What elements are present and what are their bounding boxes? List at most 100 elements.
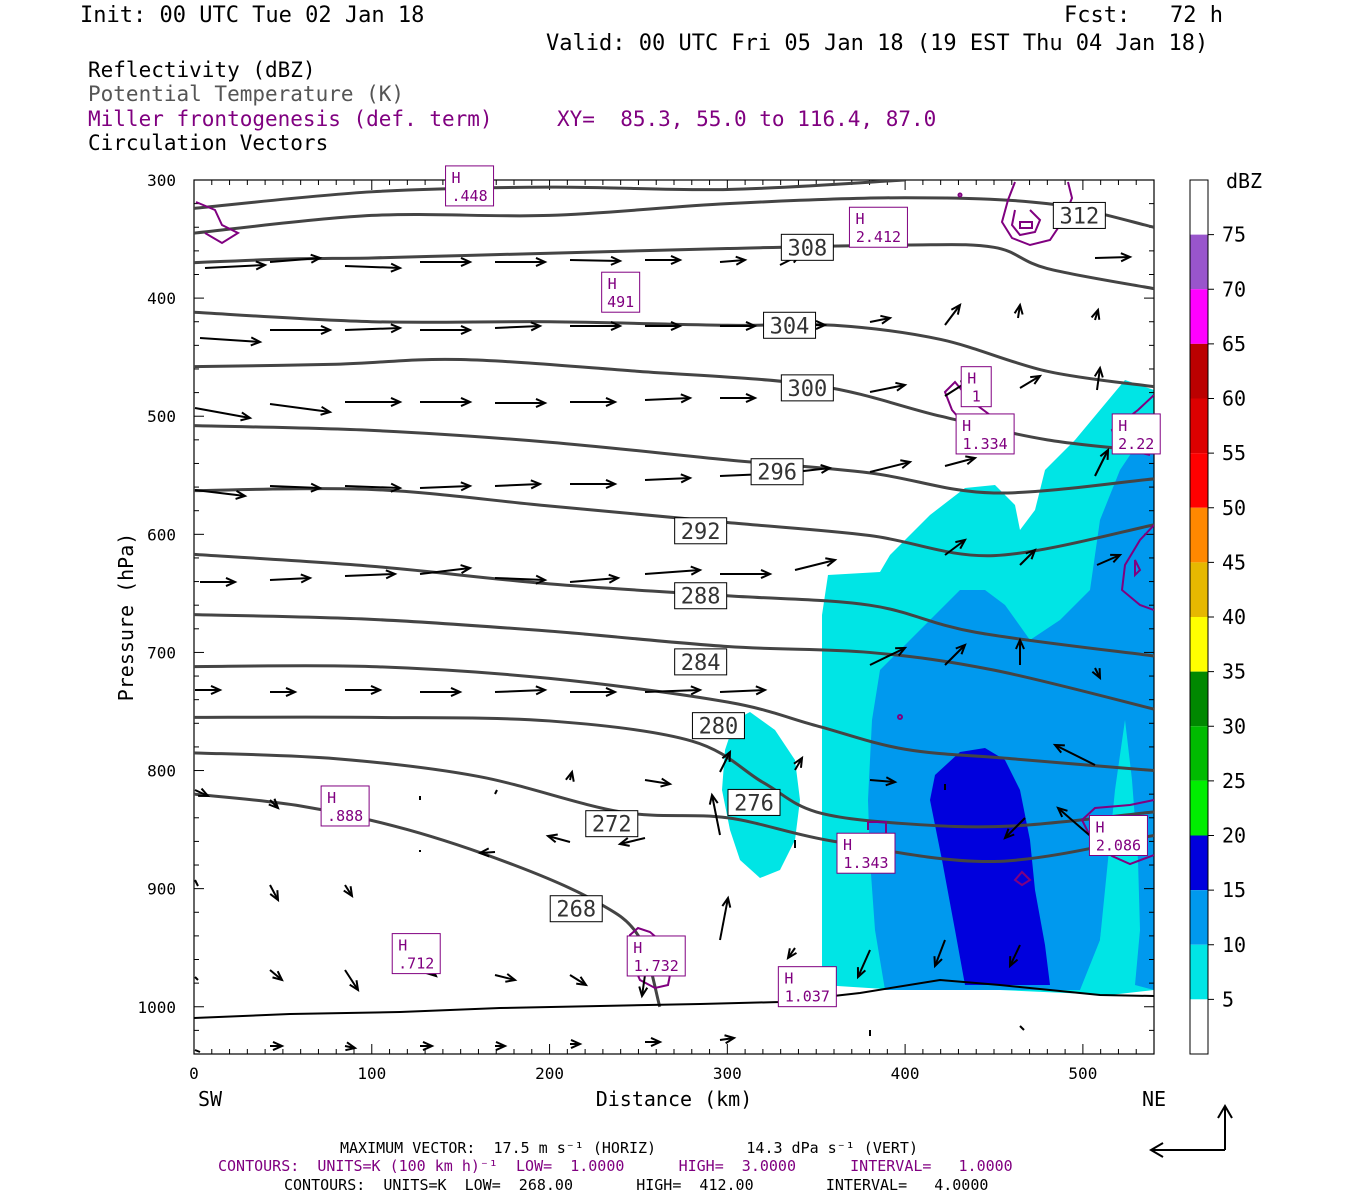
frontogenesis-max-value: 1.343 — [843, 854, 888, 872]
circulation-vector — [269, 969, 283, 981]
colorbar-label: 40 — [1222, 605, 1246, 629]
circulation-vector-head — [1003, 828, 1015, 840]
colorbar-segment — [1190, 234, 1208, 290]
circulation-vector — [1096, 367, 1101, 391]
circulation-vector-head — [745, 321, 758, 331]
circulation-vector-head — [820, 464, 833, 474]
circulation-vector-head — [724, 1034, 737, 1045]
circulation-vector-head — [450, 687, 463, 697]
colorbar-label: 60 — [1222, 387, 1246, 411]
circulation-vector — [869, 461, 911, 473]
circulation-vector — [494, 789, 498, 795]
circulation-vector-head — [535, 685, 548, 696]
reference-vector-icon — [1149, 1104, 1233, 1158]
circulation-vector-head — [793, 755, 804, 768]
circulation-vector — [719, 897, 729, 941]
theta-contour-label: 288 — [681, 585, 721, 610]
y-tick-label: 400 — [147, 289, 176, 308]
x-tick-label: 100 — [357, 1064, 386, 1083]
circulation-vector — [194, 407, 251, 419]
colorbar-segment — [1190, 780, 1208, 836]
legend-frontogenesis: Miller frontogenesis (def. term) — [88, 107, 493, 131]
legend-xy: XY= 85.3, 55.0 to 116.4, 87.0 — [557, 107, 937, 131]
contour-labels: 268272276280284288292296300304308312H.44… — [320, 165, 1161, 1008]
circulation-vector — [711, 794, 721, 836]
circulation-vector — [719, 751, 731, 773]
circulation-vector-head — [900, 459, 913, 469]
circulation-vector-head — [320, 405, 333, 416]
y-tick-label: 800 — [147, 762, 176, 781]
frontogenesis-high-marker: H — [452, 169, 461, 187]
theta-contour-label: 300 — [787, 377, 827, 402]
circulation-vector-head — [735, 255, 748, 266]
axis-ticks — [193, 179, 1155, 1055]
footer-max-vector: MAXIMUM VECTOR: 17.5 m s⁻¹ (HORIZ) 14.3 … — [340, 1139, 918, 1157]
circulation-vector — [344, 485, 401, 489]
circulation-vector-head — [310, 482, 323, 493]
terrain-line — [193, 978, 1155, 1019]
x-tick-label: 400 — [891, 1064, 920, 1083]
circulation-vector — [1004, 817, 1026, 839]
circulation-vector-head — [349, 980, 360, 993]
legend-reflectivity: Reflectivity (dBZ) — [88, 58, 316, 82]
circulation-vector — [619, 837, 646, 845]
frontogenesis-high-marker: H — [1118, 417, 1127, 435]
circulation-vector-head — [605, 479, 618, 489]
colorbar-segment — [1190, 289, 1208, 344]
circulation-vector — [1009, 944, 1021, 967]
circulation-vector-head — [505, 973, 518, 983]
frontogenesis-max-value: 2.412 — [856, 228, 901, 246]
circulation-vector-head — [1090, 307, 1101, 320]
circulation-vector — [204, 264, 266, 269]
circulation-vector — [494, 577, 546, 581]
colorbar-segment — [1190, 999, 1208, 1054]
theta-contour — [194, 613, 1154, 711]
circulation-vector — [569, 577, 619, 583]
circulation-vector — [1057, 807, 1096, 841]
circulation-vector — [194, 976, 199, 981]
circulation-vector-head — [255, 260, 268, 271]
theta-label-box — [780, 233, 834, 261]
circulation-vector-head — [708, 792, 719, 805]
dbz-10-area — [868, 440, 1154, 990]
colorbar-segment — [1190, 671, 1208, 727]
colorbar-title: dBZ — [1226, 169, 1262, 193]
frontogenesis-max-box — [955, 413, 1015, 455]
circulation-vector-head — [1015, 637, 1025, 650]
circulation-vector-head — [786, 948, 797, 960]
circulation-vector-head — [933, 956, 943, 969]
theta-contour-label: 268 — [556, 898, 596, 923]
circulation-vector-head — [745, 393, 758, 403]
x-tick-label: 500 — [1068, 1064, 1097, 1083]
colorbar-label: 20 — [1222, 824, 1246, 848]
frontogenesis-max-value: 2.086 — [1096, 837, 1141, 855]
frontogenesis-high-marker: H — [327, 789, 336, 807]
circulation-vector-head — [1008, 956, 1019, 969]
circulation-vector — [719, 689, 766, 693]
theta-contour — [194, 196, 1154, 235]
circulation-vector — [479, 851, 496, 854]
colorbar-segment — [1190, 562, 1208, 617]
frontogenesis-max-box — [391, 933, 441, 975]
frontogenesis-high-marker: H — [855, 210, 864, 228]
colorbar-segment — [1190, 617, 1208, 672]
circulation-vector-head — [1056, 806, 1068, 818]
circulation-vector — [494, 483, 541, 487]
frontogenesis-high-marker: H — [633, 939, 642, 957]
theta-label-box — [674, 648, 728, 676]
colorbar-label: 75 — [1222, 223, 1246, 247]
circulation-vector-head — [545, 833, 558, 844]
circulation-vector — [1019, 375, 1041, 389]
circulation-vector-head — [638, 986, 649, 999]
circulation-vector-head — [225, 577, 238, 587]
theta-label-box — [691, 712, 745, 740]
circulation-vector-head — [390, 323, 403, 334]
circulation-vector-head — [576, 976, 589, 987]
theta-contour-label: 308 — [787, 236, 827, 261]
y-tick-label: 300 — [147, 171, 176, 190]
circulation-vector-head — [1099, 447, 1110, 460]
frontogenesis-max-value: 1.037 — [785, 988, 830, 1006]
colorbar-label: 25 — [1222, 769, 1246, 793]
circulation-vector — [269, 403, 331, 413]
circulation-vector-head — [1052, 743, 1065, 754]
